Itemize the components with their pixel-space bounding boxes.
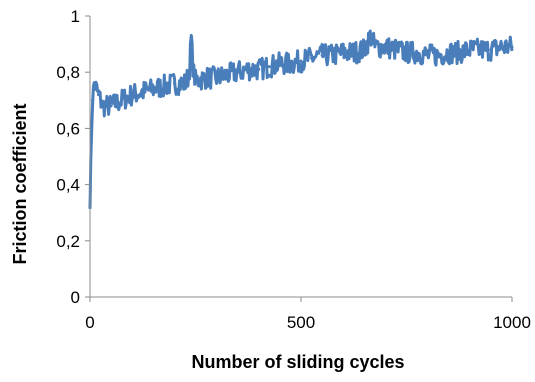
x-tick-label: 500 (287, 313, 315, 332)
series-point (204, 76, 208, 80)
y-tick-label: 0 (71, 288, 80, 307)
x-tick-label: 0 (85, 313, 94, 332)
series-point (331, 53, 335, 57)
series-point (267, 65, 271, 69)
series-point (510, 45, 514, 49)
series-point (225, 73, 229, 77)
series-point (101, 104, 105, 108)
series-point (246, 67, 250, 71)
series-point (162, 84, 166, 88)
series-point (257, 67, 261, 71)
series-point (120, 98, 124, 102)
series-point (172, 81, 176, 85)
series-point (130, 93, 134, 97)
series-point (405, 51, 408, 55)
series-point (187, 73, 191, 77)
series-point (499, 45, 503, 49)
series-band (88, 29, 514, 209)
series-point (436, 53, 440, 57)
x-axis-ticks: 0 500 1000 (85, 297, 531, 332)
y-tick-label: 0,4 (56, 176, 80, 195)
y-tick-label: 0,6 (56, 119, 80, 138)
series-point (183, 81, 187, 85)
series-point (457, 51, 461, 55)
x-axis-title: Number of sliding cycles (191, 352, 404, 372)
series-point (151, 87, 155, 91)
y-tick-label: 0,2 (56, 232, 80, 251)
series-point (447, 51, 451, 55)
y-tick-label: 0,8 (56, 63, 80, 82)
series-point (109, 104, 113, 108)
series-point (91, 98, 95, 102)
series-point (89, 140, 93, 144)
series-point (369, 34, 373, 38)
series-point (352, 51, 356, 55)
series-point (141, 90, 145, 94)
series-point (383, 45, 387, 49)
series-point (194, 79, 197, 83)
series-point (415, 51, 419, 55)
series-point (478, 48, 482, 52)
y-axis-ticks: 0 0,2 0,4 0,6 0,8 1 (56, 7, 90, 307)
series-point (288, 62, 292, 66)
series-point (96, 93, 100, 97)
series-point (373, 45, 377, 49)
series-point (394, 48, 398, 52)
series-point (362, 48, 366, 52)
friction-series-line (88, 29, 514, 209)
x-tick-label: 1000 (493, 313, 531, 332)
series-point (341, 51, 345, 55)
series-point (310, 56, 314, 60)
y-axis-title: Friction coefficient (10, 103, 30, 264)
series-point (92, 81, 96, 85)
series-point (215, 76, 219, 80)
series-point (320, 53, 324, 57)
series-point (191, 70, 195, 74)
series-point (278, 62, 282, 66)
series-point (489, 48, 493, 52)
series-point (236, 70, 240, 74)
series-point (189, 36, 193, 40)
series-point (426, 53, 430, 57)
series-point (299, 59, 303, 63)
y-tick-label: 1 (71, 7, 80, 26)
series-point (468, 48, 472, 52)
series-line-group (88, 34, 514, 206)
